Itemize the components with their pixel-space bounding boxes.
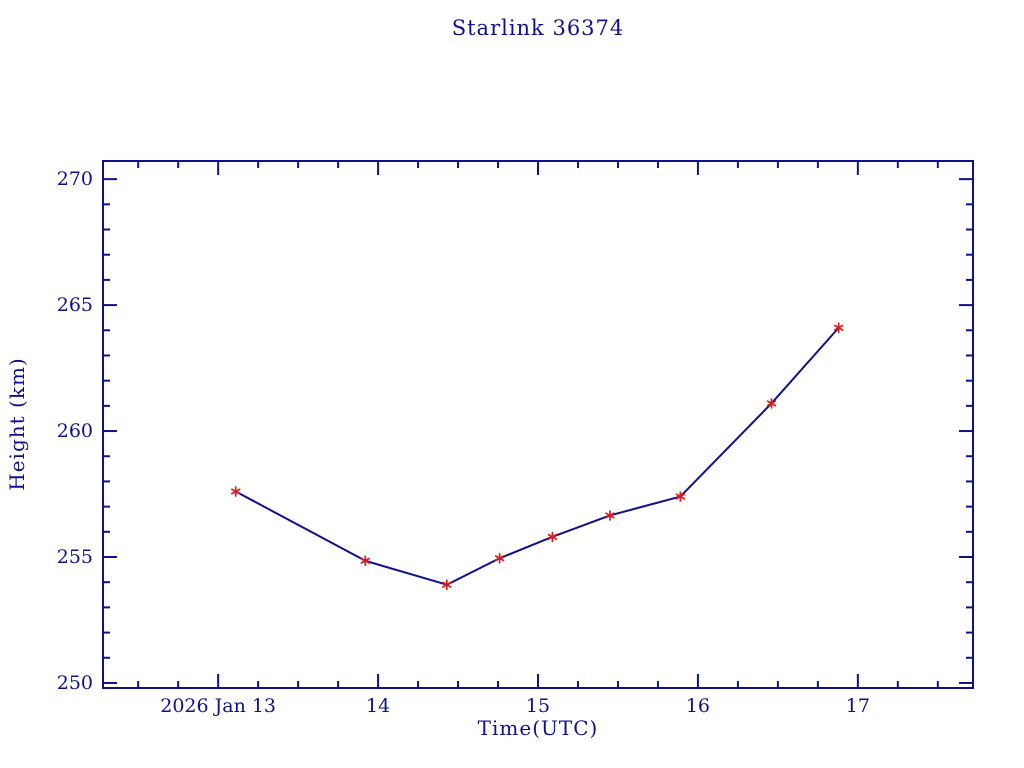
y-tick-label: 270 bbox=[57, 168, 93, 190]
y-tick-label: 260 bbox=[57, 420, 93, 442]
data-point-marker-center bbox=[363, 559, 367, 563]
y-tick-label: 265 bbox=[57, 294, 93, 316]
data-point-marker-center bbox=[678, 494, 682, 499]
x-tick-label: 17 bbox=[846, 695, 870, 717]
data-point-marker-center bbox=[498, 556, 502, 560]
axis-frame bbox=[102, 160, 974, 689]
data-line bbox=[235, 327, 840, 586]
data-point-marker-center bbox=[445, 583, 449, 587]
data-point-marker-center bbox=[234, 489, 238, 494]
x-axis-label: Time(UTC) bbox=[477, 716, 599, 740]
y-tick-label: 255 bbox=[57, 546, 93, 568]
data-point-marker-center bbox=[837, 326, 841, 330]
data-point-marker-center bbox=[608, 513, 612, 518]
x-tick-label: 14 bbox=[366, 695, 390, 717]
y-tick-label: 250 bbox=[57, 672, 93, 694]
x-tick-label: 15 bbox=[526, 695, 550, 717]
x-tick-label: 2026 Jan 13 bbox=[160, 695, 276, 717]
data-point-marker-center bbox=[769, 401, 774, 405]
data-point-marker-center bbox=[550, 535, 554, 539]
x-tick-label: 16 bbox=[686, 695, 710, 717]
chart-title: Starlink 36374 bbox=[451, 16, 625, 40]
